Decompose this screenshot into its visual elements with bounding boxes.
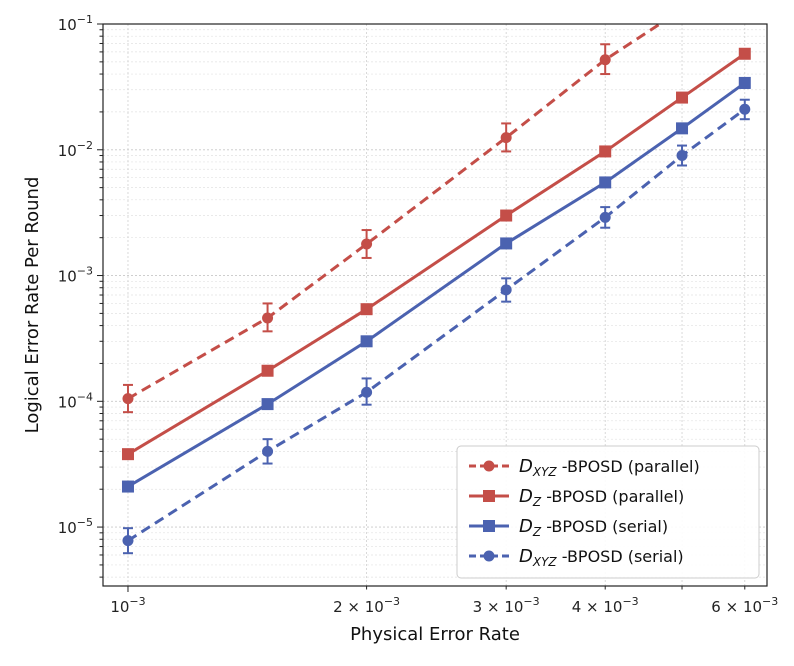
- data-point: [670, 9, 681, 20]
- legend-label: DZ -BPOSD (serial): [519, 516, 668, 539]
- legend-marker: [483, 460, 495, 472]
- y-axis-title: Logical Error Rate Per Round: [22, 177, 43, 434]
- data-point: [361, 238, 373, 250]
- data-point: [121, 480, 134, 493]
- data-point: [500, 284, 512, 296]
- x-tick-label: 3 × 10−3: [473, 595, 540, 616]
- data-point: [261, 364, 274, 377]
- legend-box: [456, 445, 760, 579]
- y-tick-label: 10−1: [58, 13, 93, 34]
- series-0: [122, 9, 681, 414]
- legend-marker: [483, 550, 495, 562]
- y-tick-label: 10−2: [58, 139, 93, 160]
- data-point: [738, 47, 751, 60]
- data-point: [599, 176, 612, 189]
- data-point: [738, 76, 751, 89]
- data-point: [599, 54, 611, 66]
- data-point: [599, 211, 611, 223]
- data-point: [676, 150, 688, 162]
- data-point: [500, 132, 512, 144]
- plot-frame: [102, 23, 768, 587]
- data-point: [121, 448, 134, 461]
- data-point: [122, 393, 134, 405]
- x-tick-label: 4 × 10−3: [572, 595, 639, 616]
- data-point: [122, 535, 134, 547]
- y-tick-label: 10−3: [58, 265, 93, 286]
- data-point: [360, 335, 373, 348]
- data-point: [676, 122, 689, 135]
- series-layer: [121, 9, 751, 555]
- legend-label: DZ -BPOSD (parallel): [519, 486, 684, 509]
- data-point: [262, 445, 274, 457]
- y-tick-label: 10−5: [58, 516, 93, 537]
- data-point: [262, 312, 274, 324]
- data-point: [500, 237, 513, 250]
- data-point: [739, 103, 751, 115]
- axes: 10−5 10−4 10−3 10−2 10−1 10−3 2 × 10−3 3 × 10−3…: [58, 13, 779, 616]
- legend-label: DXYZ -BPOSD (serial): [519, 546, 684, 569]
- series-2: [121, 76, 751, 493]
- data-point: [360, 303, 373, 316]
- series-line: [127, 24, 663, 400]
- legend-marker: [483, 490, 495, 502]
- series-1: [121, 47, 751, 461]
- x-tick-label: 2 × 10−3: [333, 595, 400, 616]
- series-line: [127, 52, 746, 456]
- data-point: [261, 398, 274, 411]
- series-3: [122, 98, 751, 555]
- x-tick-label: 10−3: [110, 595, 145, 616]
- data-point: [676, 91, 689, 104]
- legend-marker: [483, 520, 495, 532]
- data-point: [361, 386, 373, 398]
- legend-label: DXYZ -BPOSD (parallel): [519, 456, 700, 479]
- data-point: [599, 145, 612, 158]
- x-axis-title: Physical Error Rate: [350, 624, 520, 645]
- data-point: [500, 209, 513, 222]
- legend: DXYZ -BPOSD (parallel) DZ -BPOSD (paralle…: [456, 445, 760, 579]
- y-tick-label: 10−4: [58, 390, 93, 411]
- x-tick-label: 6 × 10−3: [711, 595, 778, 616]
- series-line: [127, 81, 746, 488]
